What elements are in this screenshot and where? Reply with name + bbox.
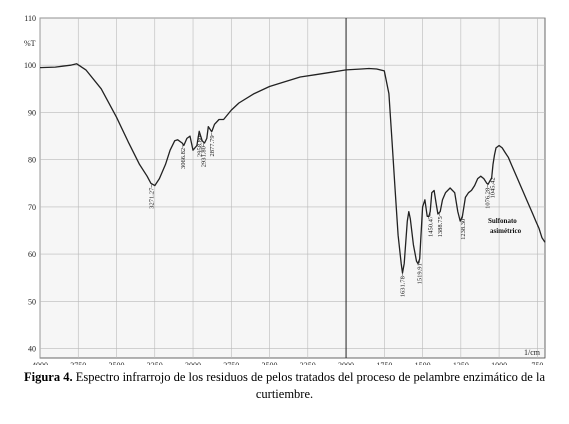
x-tick-label: 750 (531, 361, 543, 365)
x-tick-label: 3500 (109, 361, 125, 365)
annotation-line-2: asimétrico (490, 227, 522, 235)
y-tick-label: 80 (28, 156, 36, 165)
peak-label: 1045.42 (489, 177, 496, 198)
caption-text: Espectro infrarrojo de los residuos de p… (72, 370, 545, 401)
peak-label: 3271.27 (149, 187, 156, 209)
caption-label: Figura 4. (23, 370, 73, 384)
axis-ticks: 40 50 60 70 80 90 100 110 4000 3750 3500 3250 3000 27… (24, 14, 543, 365)
y-tick-label: 70 (28, 203, 36, 212)
x-tick-label: 1250 (453, 361, 469, 365)
y-unit-label: %T (24, 39, 36, 48)
peak-label: 3066.82 (180, 148, 187, 169)
ir-spectrum-chart: 40 50 60 70 80 90 100 110 4000 3750 3500 3250 3000 27… (24, 14, 546, 365)
peak-label: 2958.80 (197, 136, 204, 157)
x-tick-label: 2750 (223, 361, 239, 365)
plot-area (39, 17, 546, 359)
peak-label: 2877.79 (209, 135, 216, 156)
y-tick-label: 90 (28, 108, 36, 117)
x-unit-label: 1/cm (524, 348, 541, 357)
y-tick-label: 100 (24, 61, 36, 70)
x-tick-label: 2000 (338, 361, 354, 365)
x-tick-label: 2250 (300, 361, 316, 365)
peak-label: 1388.75 (437, 216, 444, 237)
x-tick-label: 2500 (262, 361, 278, 365)
y-tick-label: 40 (28, 345, 36, 354)
x-tick-label: 3000 (185, 361, 201, 365)
x-tick-label: 3750 (70, 361, 86, 365)
annotation-line-1: Sulfonato (488, 217, 517, 225)
y-tick-label: 50 (28, 297, 36, 306)
x-tick-label: 3250 (147, 361, 163, 365)
peak-label: 1519.91 (417, 263, 424, 284)
y-tick-label: 60 (28, 250, 36, 259)
x-tick-label: 4000 (32, 361, 48, 365)
grid (39, 17, 545, 358)
peak-label: 1076.28 (485, 188, 492, 209)
x-tick-label: 1500 (415, 361, 431, 365)
spectrum-line (39, 63, 546, 274)
peak-label: 1631.78 (400, 276, 407, 297)
x-tick-label: 1000 (491, 361, 507, 365)
peak-label: 1238.30 (460, 219, 467, 240)
y-tick-label: 110 (24, 14, 36, 23)
x-tick-label: 1750 (376, 361, 392, 365)
peak-label: 2931.80 (201, 146, 208, 167)
figure-caption: Figura 4. Espectro infrarrojo de los res… (10, 369, 559, 403)
peak-label: 1450.47 (427, 215, 434, 237)
